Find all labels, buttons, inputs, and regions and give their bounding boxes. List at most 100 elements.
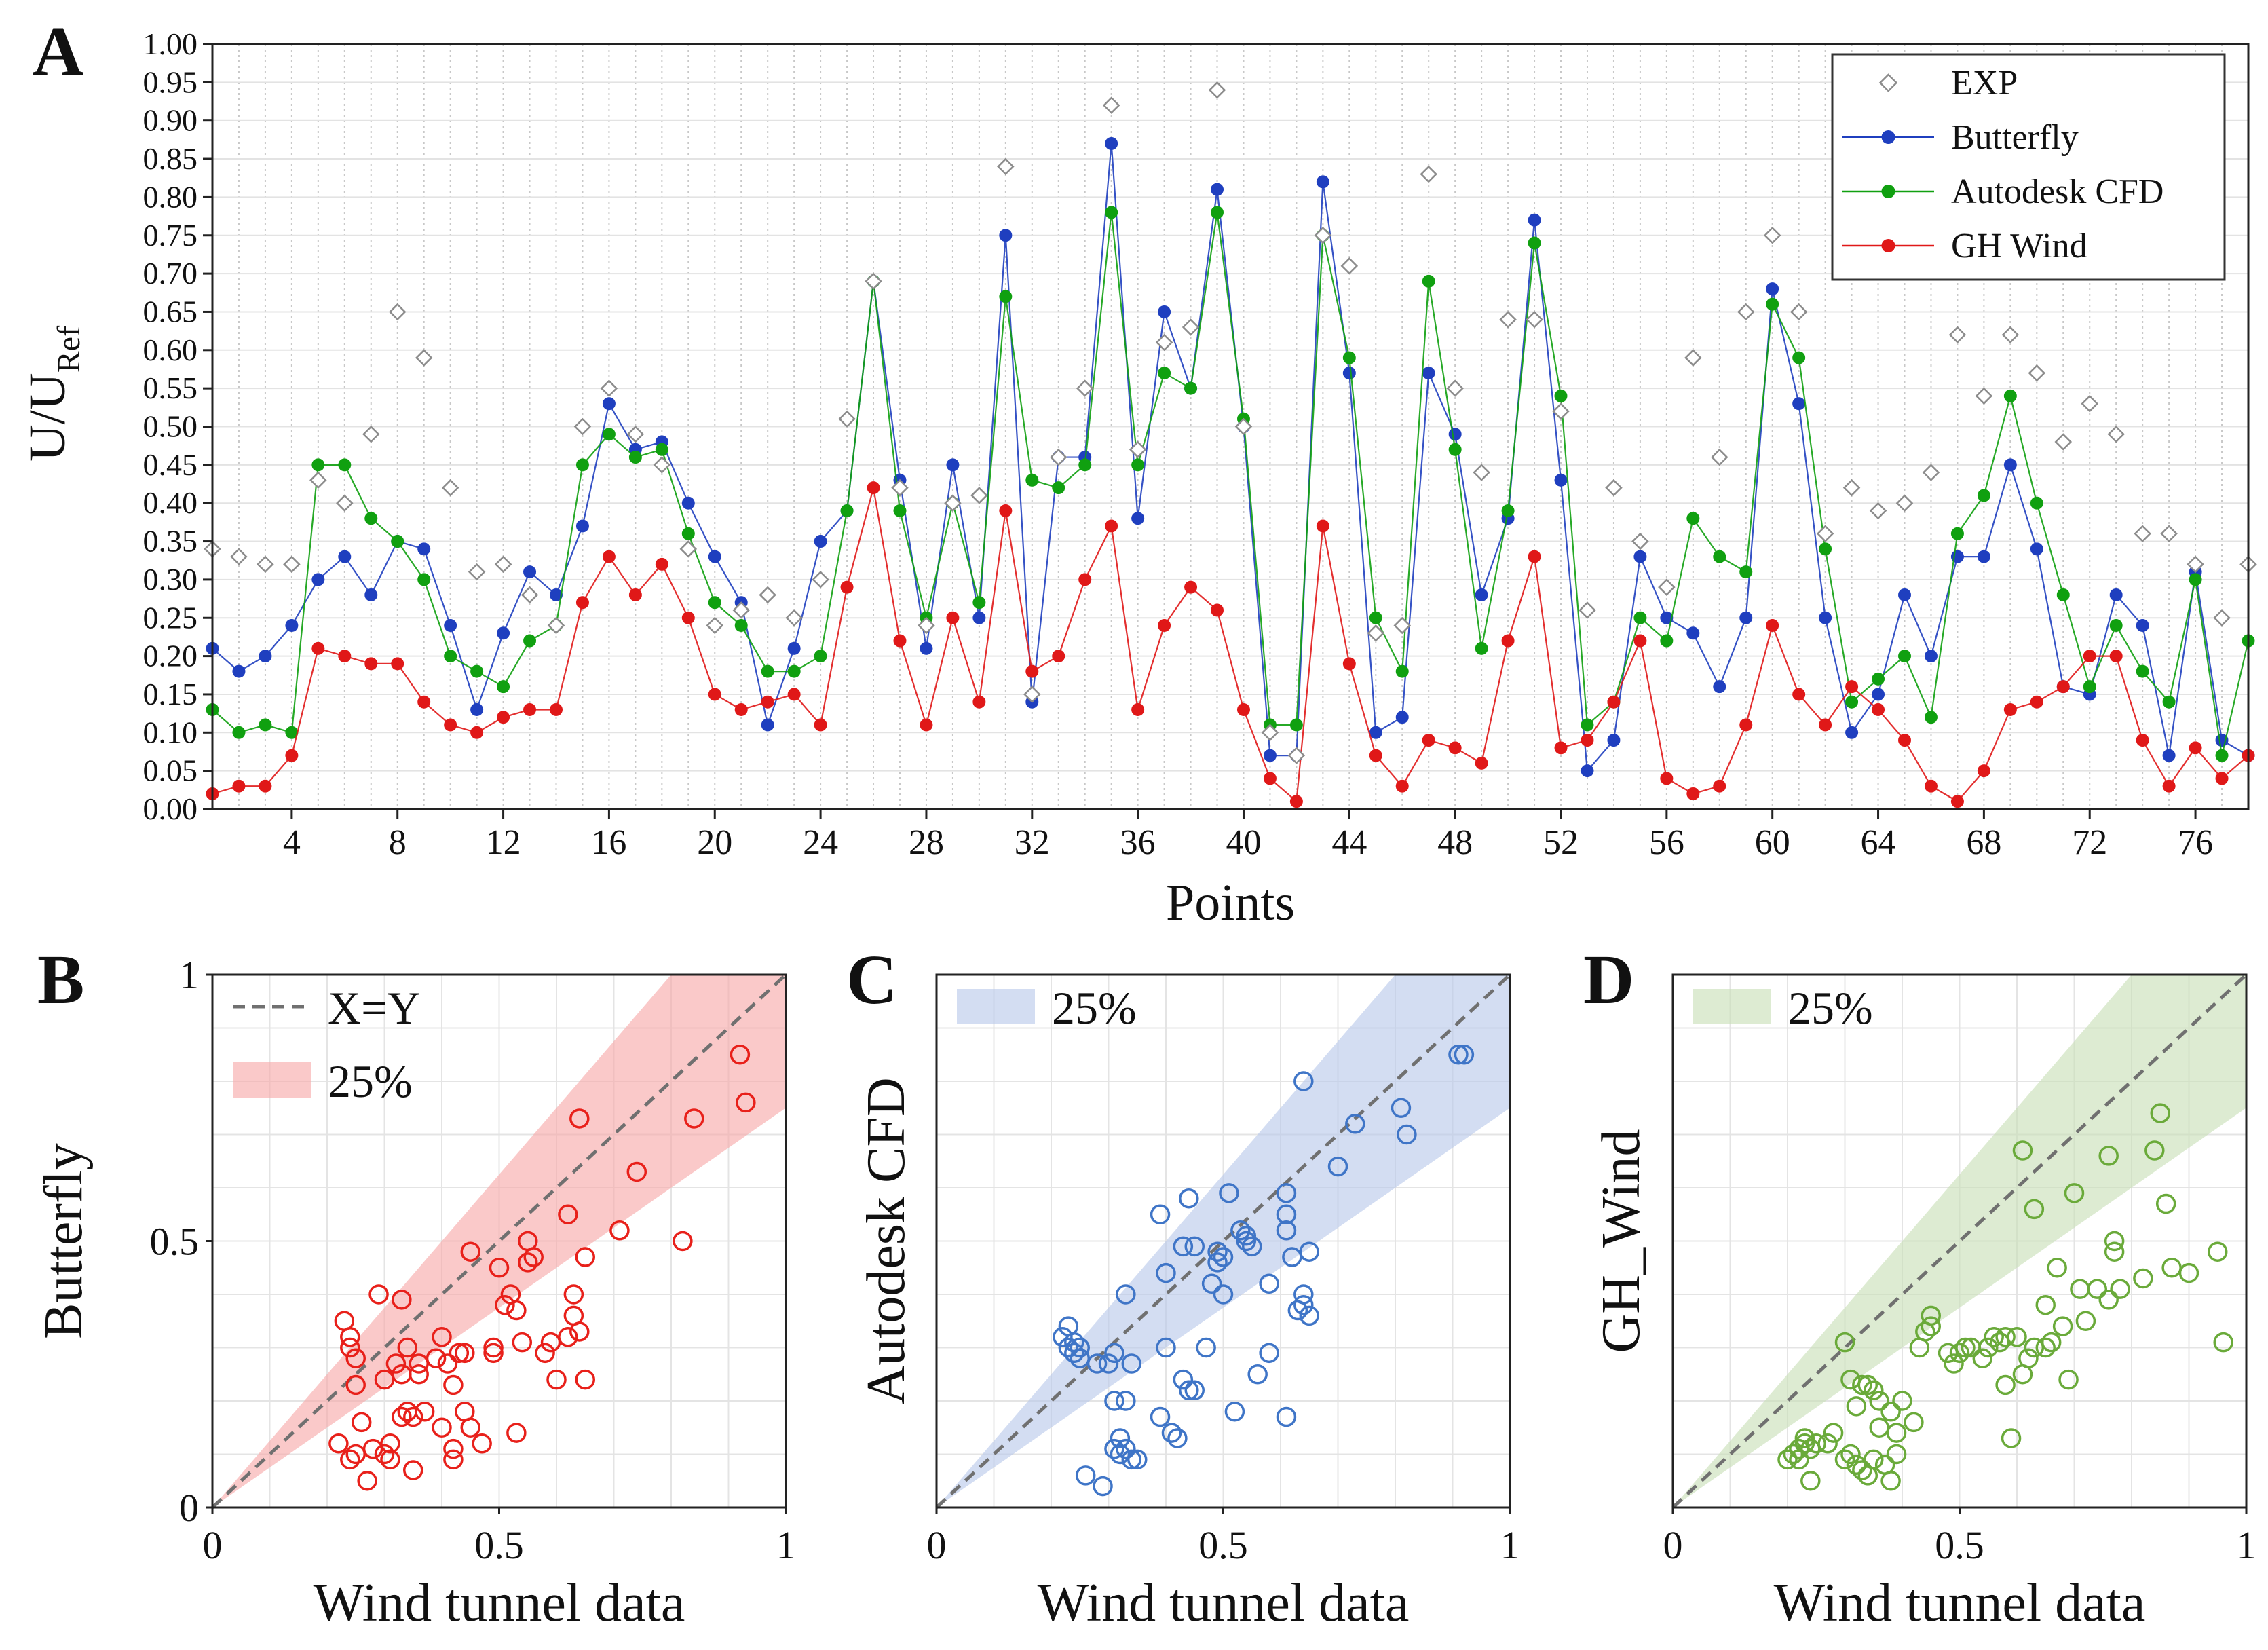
data-point [999,290,1013,303]
data-point [1819,611,1832,624]
data-point [1872,672,1885,686]
data-point [364,588,378,601]
data-point [1247,1364,1268,1385]
data-point [1846,1396,1867,1417]
x-tick-label: 60 [1755,823,1790,862]
data-point [1025,664,1039,678]
data-point-diamond [2001,326,2020,344]
data-point [681,611,695,624]
data-point [232,779,246,793]
data-point [1086,1353,1108,1374]
data-point [1834,1449,1855,1470]
data-point [575,1247,595,1267]
data-point [1886,1423,1907,1443]
data-point-diamond [2028,364,2046,382]
data-point [1898,650,1912,663]
x-tick-label: 64 [1861,823,1896,862]
data-point [1422,734,1435,747]
data-point [417,573,431,586]
data-point-diamond [1102,96,1120,114]
data-point [1852,1460,1872,1480]
data-point [1448,741,1462,755]
data-point [2083,650,2096,663]
data-point [1792,688,1806,701]
data-point-diamond [2160,525,2178,543]
data-point-diamond [706,616,724,635]
data-point [345,1348,366,1368]
data-point [1236,1231,1257,1252]
data-point-diamond [1499,310,1517,329]
data-point [1098,1353,1119,1374]
data-point [1898,734,1912,747]
data-point [2136,664,2149,678]
data-point [460,1241,480,1262]
data-point [1777,1449,1798,1470]
data-point [338,650,352,663]
data-point [563,1284,584,1305]
data-point [1053,1327,1073,1347]
data-point-diamond [944,494,962,512]
data-point-diamond [388,303,407,321]
data-point [351,1412,372,1433]
panel-b: 00 0.5 0.5 1 1 Wind tunnel data Butterfly B X=Y 2… [34,941,796,1633]
data-point [1475,641,1488,655]
data-point [2058,1369,2079,1390]
data-point [391,657,404,671]
data-point [1105,519,1118,533]
data-point [1794,1428,1815,1448]
panel-c: 0 0.5 1 Wind tunnel data Autodesk CFD C 25% [846,941,1520,1633]
data-point [1116,1284,1136,1305]
data-point [368,1284,389,1305]
data-point [840,504,854,517]
legend-swatch [957,989,1035,1024]
y-tick-label: 1.00 [143,26,198,61]
data-point [840,580,854,594]
data-point [1739,565,1753,579]
data-point [1581,734,1594,747]
data-point [2041,1332,2062,1353]
data-point [495,1294,515,1315]
data-point [814,650,827,663]
data-point [2047,1258,2067,1278]
data-point [1156,1262,1176,1283]
data-point [1093,1476,1113,1497]
data-point-diamond [1129,440,1147,459]
data-point [734,702,748,716]
data-point [1904,1412,1924,1433]
data-point [1259,1343,1279,1364]
data-point-diamond [1605,479,1623,497]
data-point [1713,680,1726,694]
data-point-diamond [600,379,618,397]
data-point [380,1433,400,1454]
data-point [1607,695,1621,709]
data-point [1052,481,1065,495]
panel-a-y-ticks: 0.000.05 0.10 0.15 0.20 0.250.300.35 0.400.45… [143,26,212,826]
data-point [628,588,642,601]
data-point-diamond [759,586,776,604]
y-tick-label: 0.70 [143,256,198,290]
data-point [1766,282,1779,296]
data-point [2213,1332,2233,1353]
data-point [460,1417,480,1438]
data-point [1158,367,1171,380]
data-point [1078,573,1092,586]
legend-box [1831,53,2226,281]
panel-a-x-axis-label: Points [1166,874,1295,931]
data-point-diamond [1208,81,1226,99]
data-point [2007,1327,2027,1347]
data-point-diamond [970,487,988,504]
data-point [311,573,325,586]
data-point [2208,1241,2228,1262]
data-point [2030,542,2043,556]
data-point [357,1471,377,1491]
data-point [1150,1204,1171,1224]
data-point [1110,1428,1131,1448]
data-point [1116,1391,1136,1411]
x-tick-label: 1 [1500,1523,1520,1567]
data-point [2003,702,2017,716]
data-point-diamond [1869,502,1887,520]
data-point [1448,428,1462,441]
data-point [444,650,457,663]
data-point [1924,650,1938,663]
data-point [1369,611,1382,624]
